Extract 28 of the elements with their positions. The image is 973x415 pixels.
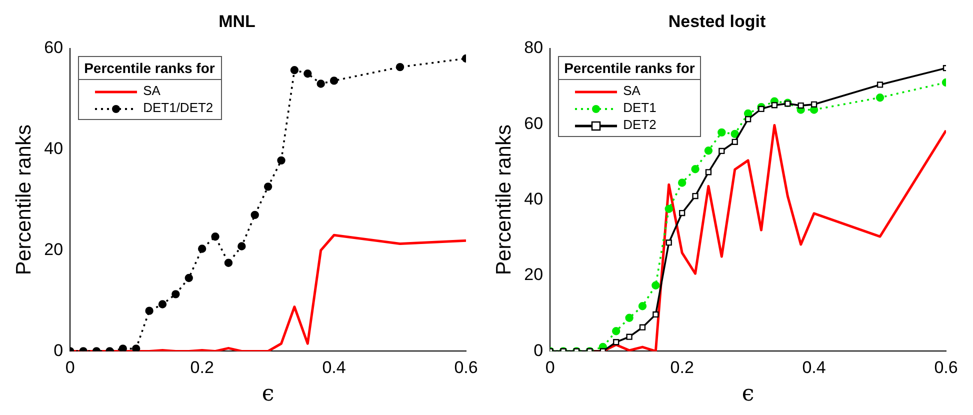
y-tick-label: 20 bbox=[44, 240, 64, 259]
x-axis-title: ϵ bbox=[262, 382, 274, 407]
legend-label: SA bbox=[622, 82, 642, 100]
legend-label: DET2 bbox=[622, 116, 658, 134]
legend-label: DET1/DET2 bbox=[142, 99, 214, 116]
y-tick-label: 0 bbox=[534, 340, 544, 360]
x-tick-label: 0.4 bbox=[322, 358, 346, 378]
legend-title: Percentile ranks for bbox=[79, 57, 222, 80]
legend-title: Percentile ranks for bbox=[559, 57, 700, 80]
x-tick-label: 0.2 bbox=[190, 358, 214, 378]
y-tick-label: 60 bbox=[44, 38, 64, 58]
y-axis-title: Percentile ranks bbox=[492, 124, 516, 276]
legend-label: SA bbox=[142, 82, 162, 100]
x-tick-label: 0.6 bbox=[934, 358, 958, 378]
y-tick-label: 20 bbox=[524, 265, 544, 284]
y-tick-label: 40 bbox=[44, 139, 64, 158]
y-tick-label: 60 bbox=[524, 114, 544, 133]
chart-title: MNL bbox=[218, 12, 256, 31]
x-tick-label: 0.4 bbox=[802, 358, 826, 378]
y-tick-label: 40 bbox=[524, 189, 544, 208]
y-tick-label: 80 bbox=[524, 38, 544, 58]
x-tick-label: 0.6 bbox=[454, 358, 478, 378]
y-axis-title: Percentile ranks bbox=[12, 124, 36, 276]
legend-label: DET1 bbox=[622, 99, 658, 116]
x-tick-label: 0.2 bbox=[670, 358, 694, 378]
y-tick-label: 0 bbox=[54, 340, 64, 360]
chart-title: Nested logit bbox=[668, 12, 766, 31]
x-axis-title: ϵ bbox=[742, 382, 754, 407]
